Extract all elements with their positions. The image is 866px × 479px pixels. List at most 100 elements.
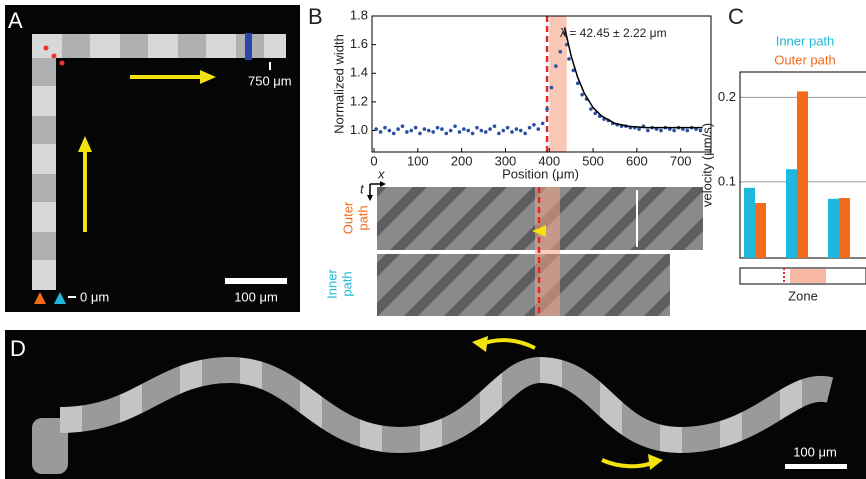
point	[440, 127, 444, 131]
inner-label: Inner	[324, 269, 339, 299]
kymograph-inner	[377, 254, 670, 316]
panel-label: C	[728, 4, 744, 29]
plot-frame	[371, 15, 712, 153]
panel-label: B	[308, 4, 323, 29]
end-marker	[245, 33, 252, 60]
arrow-head	[200, 70, 216, 84]
channel	[59, 356, 834, 454]
panel-d: D 100 μm	[5, 330, 866, 479]
x-axis-label: Zone	[788, 288, 818, 303]
point	[492, 124, 497, 129]
arrow-head	[648, 454, 663, 470]
point	[435, 125, 440, 130]
y-axis-label: Normalized width	[331, 34, 346, 134]
scale-label: 100 μm	[234, 289, 278, 304]
point	[567, 57, 571, 61]
scale-label: 100 μm	[793, 444, 837, 459]
point	[479, 128, 484, 133]
point	[448, 128, 453, 133]
y-tick-label: 1.6	[350, 36, 368, 51]
x-tick-label: 200	[451, 153, 473, 168]
point	[510, 130, 514, 134]
point	[646, 128, 650, 133]
point	[391, 131, 396, 136]
point	[405, 130, 409, 134]
point	[383, 125, 387, 130]
point	[387, 128, 392, 133]
point	[672, 128, 676, 133]
point	[418, 131, 422, 136]
point	[558, 49, 563, 54]
point	[589, 107, 593, 111]
point	[497, 131, 501, 136]
point	[549, 85, 554, 90]
point	[532, 123, 536, 127]
corner-dot	[43, 45, 49, 51]
point	[523, 131, 527, 136]
point	[396, 127, 400, 131]
point	[400, 124, 405, 129]
x-axis-label: Position (μm)	[502, 166, 579, 181]
arrow-head	[472, 336, 488, 352]
point	[409, 128, 414, 133]
point	[374, 127, 378, 131]
t-axis-label: t	[360, 181, 365, 196]
blob	[32, 418, 68, 474]
y-tick-label: 1.2	[350, 93, 368, 108]
y-axis-label: velocity (μm/s)	[699, 123, 714, 207]
y-tick-label: 1.0	[350, 122, 368, 137]
point	[431, 130, 435, 134]
x-tick-label: 500	[582, 153, 604, 168]
x-tick-label: 0	[370, 153, 377, 168]
point	[580, 92, 584, 97]
bar	[755, 203, 766, 258]
bar	[786, 169, 797, 258]
point	[378, 130, 383, 134]
point	[488, 127, 492, 131]
y-tick-label: 0.1	[718, 173, 736, 188]
inner-label: path	[339, 271, 354, 296]
bar	[797, 91, 808, 258]
point	[505, 125, 510, 130]
axes-icon-head	[367, 181, 386, 201]
point	[466, 128, 471, 133]
bar	[744, 187, 755, 258]
x-axis-label: x	[377, 166, 385, 181]
point	[475, 125, 479, 130]
legend-entry: Outer path	[774, 52, 835, 67]
point	[575, 81, 580, 86]
kymographs: x t Outer path Inner path	[324, 166, 703, 316]
zone-strip	[739, 267, 866, 285]
point	[698, 128, 703, 133]
y-tick-label: 1.8	[350, 7, 368, 22]
zone-highlight	[790, 269, 826, 283]
point	[426, 128, 431, 133]
panel-a: A 750 μm 0 μm 100 μm	[5, 5, 300, 312]
legend-entry: Inner path	[776, 33, 835, 48]
point	[470, 131, 475, 136]
outer-label: Outer	[340, 201, 355, 234]
point	[483, 130, 488, 134]
x-tick-label: 300	[495, 153, 517, 168]
arrow-head	[78, 136, 92, 152]
point	[571, 68, 576, 73]
corner-dot	[59, 60, 65, 66]
outer-label: path	[355, 205, 370, 230]
y-tick-label: 0.2	[718, 89, 736, 104]
y-tick-label: 1.4	[350, 65, 368, 80]
point	[514, 127, 519, 131]
bar	[839, 197, 850, 258]
arrowhead	[532, 225, 546, 237]
point	[540, 121, 545, 126]
annotation: λ = 42.45 ± 2.22 μm	[560, 26, 667, 40]
point	[593, 111, 598, 116]
point	[685, 128, 690, 133]
origin-label: 0 μm	[80, 289, 109, 304]
x-tick-label: 600	[626, 153, 648, 168]
point	[462, 127, 466, 131]
point	[659, 128, 663, 133]
point	[518, 128, 523, 133]
point	[554, 64, 558, 68]
point	[413, 125, 418, 130]
scale-bar	[225, 278, 287, 284]
